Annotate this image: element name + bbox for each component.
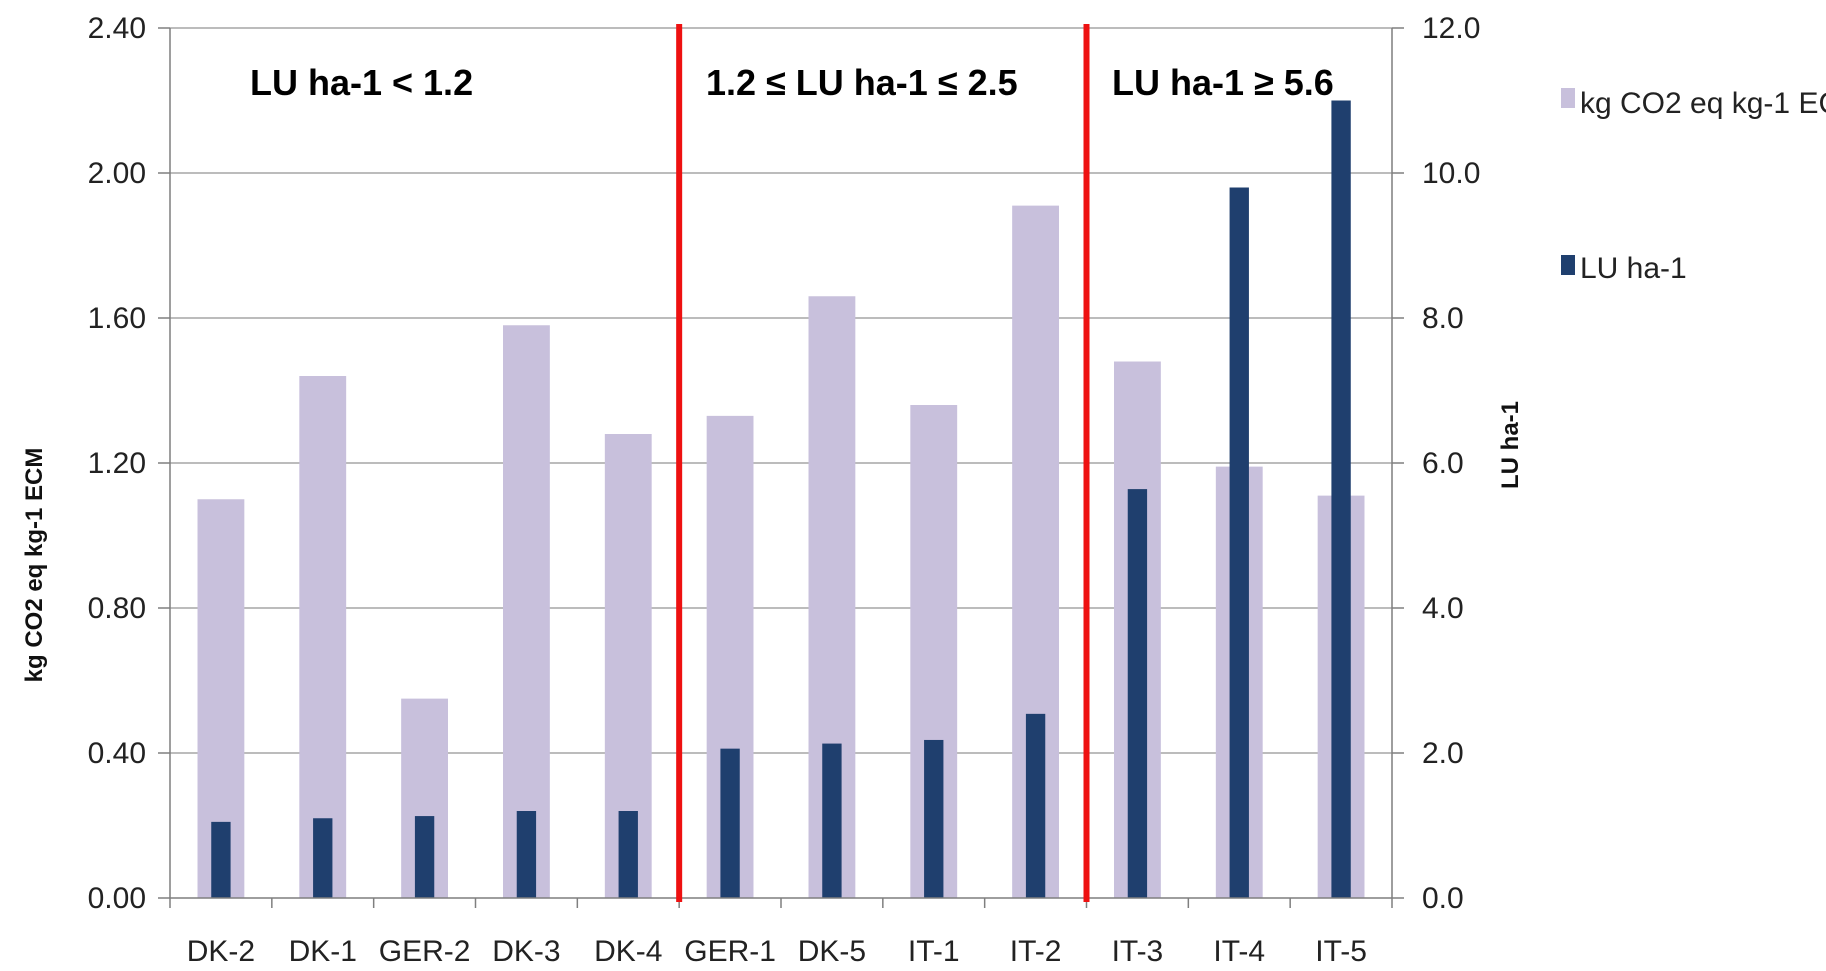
axes [158,27,1404,908]
legend-label-lu: LU ha-1 [1580,252,1687,285]
group-label-3: LU ha-1 ≥ 5.6 [1112,62,1334,103]
bar-co2 [502,325,550,898]
x-tick-label: IT-5 [1315,935,1367,968]
bar-lu [618,811,638,898]
x-tick-label: IT-2 [1010,935,1062,968]
group-label-2-text: 1.2 ≤ LU ha-1 ≤ 2.5 [706,62,1018,103]
x-tick-label: GER-2 [379,935,471,968]
y-tick-label-right: 0.0 [1422,882,1464,915]
group-label-1: LU ha-1 < 1.2 [250,62,473,103]
y-tick-label-left: 2.00 [88,157,146,190]
y-tick-label-right: 12.0 [1422,12,1480,45]
x-tick-label: IT-1 [908,935,960,968]
y-tick-label-right: 4.0 [1422,592,1464,625]
legend-swatch-co2 [1561,88,1575,108]
legend-label-co2: kg CO2 eq kg-1 ECM [1580,87,1826,120]
y-tick-label-left: 0.40 [88,737,146,770]
bars [197,100,1365,898]
bar-lu [1229,187,1249,898]
y-tick-label-right: 2.0 [1422,737,1464,770]
legend-swatch-lu [1561,255,1575,275]
y-tick-label-right: 8.0 [1422,302,1464,335]
bar-lu [1331,100,1351,898]
labels: 0.00 0.40 0.80 1.20 1.60 2.00 2.40 0.0 2.0 4.0 6.0… [88,12,1481,968]
y-axis-title-left: kg CO2 eq kg-1 ECM [21,448,48,683]
bar-lu [313,818,333,898]
x-tick-label: DK-3 [492,935,560,968]
bar-co2 [299,376,347,898]
y-tick-label-right: 6.0 [1422,447,1464,480]
gridlines [170,27,1392,754]
bar-lu [720,748,740,898]
bar-lu [1127,489,1148,898]
x-tick-label: DK-4 [594,935,662,968]
bar-lu [414,816,435,898]
group-label-1-text: LU ha-1 < 1.2 [250,62,473,103]
bar-lu [516,811,537,898]
group-separators [676,24,1090,902]
x-tick-label: GER-1 [684,935,776,968]
y-tick-label-left: 1.20 [88,447,146,480]
bar-lu [924,739,944,898]
x-tick-label: DK-5 [798,935,866,968]
group-label-3-text: LU ha-1 ≥ 5.6 [1112,62,1334,103]
x-tick-label: IT-4 [1213,935,1265,968]
bar-lu [1025,713,1046,898]
x-tick-label: DK-2 [187,935,255,968]
y-tick-label-left: 0.80 [88,592,146,625]
y-tick-label-right: 10.0 [1422,157,1480,190]
legend: kg CO2 eq kg-1 ECM LU ha-1 [1561,87,1826,285]
y-tick-label-left: 0.00 [88,882,146,915]
y-tick-label-left: 1.60 [88,302,146,335]
bar-lu [211,821,231,898]
x-tick-label: DK-1 [289,935,357,968]
bar-lu [822,743,842,898]
y-tick-label-left: 2.40 [88,12,146,45]
y-axis-title-right: LU ha-1 [1497,401,1524,489]
x-tick-label: IT-3 [1112,935,1164,968]
group-label-2: 1.2 ≤ LU ha-1 ≤ 2.5 [706,62,1018,103]
